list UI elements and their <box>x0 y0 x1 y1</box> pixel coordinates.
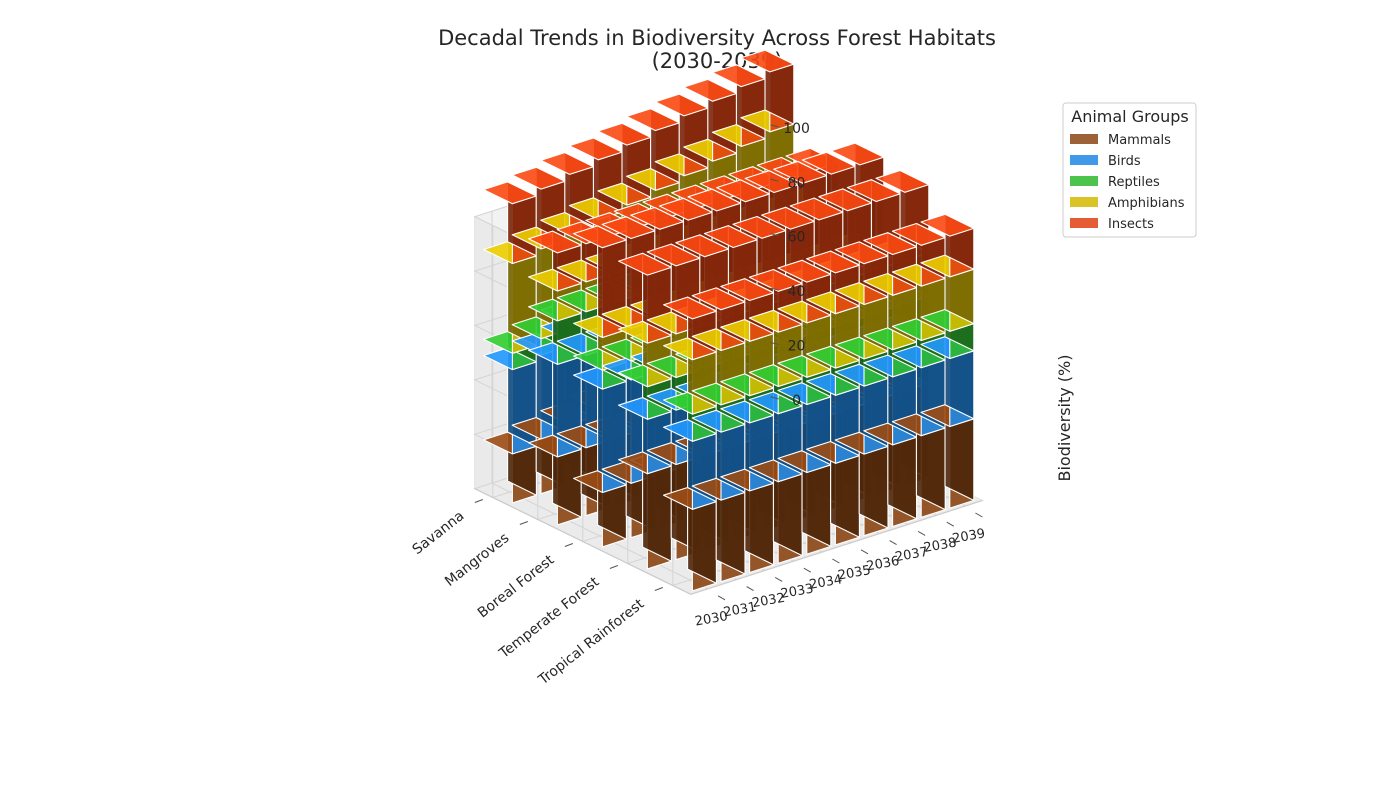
bar-segment-mammals-tropical-rainforest-2035 <box>806 440 860 546</box>
x-tick <box>717 595 726 601</box>
z-tick <box>770 341 779 345</box>
z-tick-label: 80 <box>788 175 806 191</box>
x-tick-label: 2031 <box>722 600 757 621</box>
legend-swatch-reptiles <box>1070 176 1098 186</box>
z-tick-label: 20 <box>788 338 806 354</box>
legend-swatch-amphibians <box>1070 197 1098 207</box>
legend: Animal Groups Mammals Birds Reptiles Amphib… <box>1062 102 1197 238</box>
x-tick <box>946 521 955 527</box>
y-tick <box>609 565 619 569</box>
y-tick <box>474 499 484 503</box>
bar-segment-mammals-tropical-rainforest-2033 <box>748 459 803 564</box>
x-tick <box>917 530 926 536</box>
bar-segment-insects-savanna-2037 <box>683 78 738 162</box>
x-tick-label: 2030 <box>694 609 729 630</box>
legend-swatch-insects <box>1070 218 1098 228</box>
z-tick-label: 100 <box>783 121 810 137</box>
legend-swatch-mammals <box>1070 134 1098 144</box>
y-tick <box>519 521 529 525</box>
z-tick-label: 0 <box>792 393 801 409</box>
legend-label-reptiles: Reptiles <box>1108 175 1160 190</box>
y-axis-line <box>474 488 692 595</box>
bar-segment-insects-savanna-2039 <box>740 49 795 133</box>
x-tick <box>860 549 869 555</box>
y-tick-label: Mangroves <box>442 530 512 590</box>
x-gridline <box>491 211 709 590</box>
legend-label-birds: Birds <box>1108 154 1141 169</box>
x-tick <box>774 576 783 582</box>
bar-segment-insects-tropical-rainforest-2039 <box>920 213 975 278</box>
y-tick <box>654 587 664 591</box>
x-tick <box>746 586 754 592</box>
z-tick <box>770 287 779 291</box>
z-tick <box>770 396 779 400</box>
bar-segment-mammals-tropical-rainforest-2030 <box>663 486 717 592</box>
z-tick <box>770 124 779 128</box>
legend-label-insects: Insects <box>1108 217 1154 232</box>
legend-title: Animal Groups <box>1071 107 1189 126</box>
x-tick-label: 2033 <box>780 581 815 602</box>
bar-segment-insects-savanna-2038 <box>711 64 766 147</box>
legend-swatch-birds <box>1070 155 1098 165</box>
y-tick-label: Savanna <box>410 508 468 558</box>
x-tick <box>803 567 812 573</box>
x-tick <box>975 512 983 518</box>
z-tick-label: 60 <box>788 230 806 246</box>
x-tick-label: 2032 <box>751 591 786 612</box>
y-tick <box>564 543 574 547</box>
z-axis-label: Biodiversity (%) <box>1055 355 1074 482</box>
legend-label-amphibians: Amphibians <box>1108 196 1185 211</box>
x-tick <box>889 540 897 546</box>
chart-title-line1: Decadal Trends in Biodiversity Across Fo… <box>438 26 996 50</box>
bar-stacks <box>483 49 975 592</box>
x-tick <box>832 558 840 564</box>
z-tick <box>770 178 779 182</box>
x-axis-line <box>690 499 983 595</box>
x-tick-label: 2034 <box>808 572 843 593</box>
x-tick-label: 2038 <box>923 535 958 556</box>
x-tick-label: 2037 <box>894 545 929 566</box>
x-tick-label: 2036 <box>865 554 900 575</box>
legend-label-mammals: Mammals <box>1108 133 1171 148</box>
x-tick-label: 2039 <box>951 526 986 547</box>
z-tick-label: 40 <box>788 284 806 300</box>
z-tick <box>770 233 779 237</box>
x-tick-label: 2035 <box>837 563 872 584</box>
